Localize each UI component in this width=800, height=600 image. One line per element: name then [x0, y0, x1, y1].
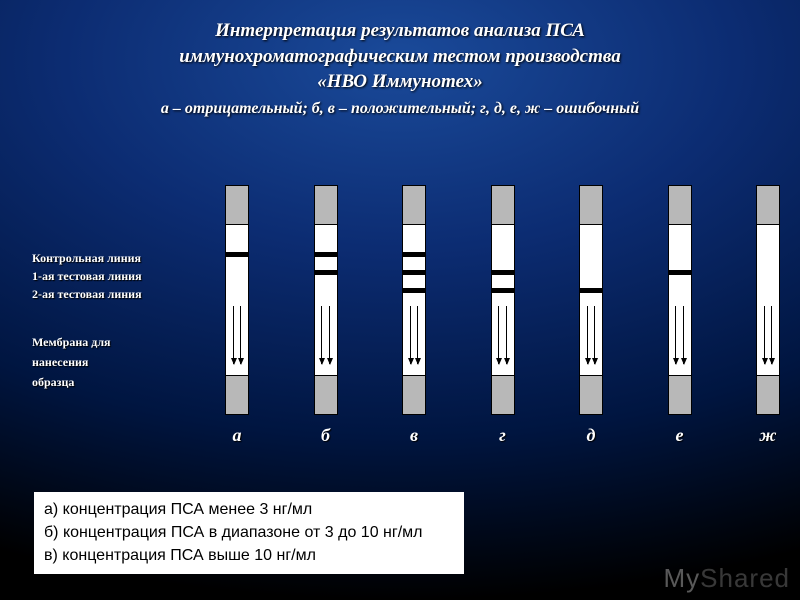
title-line-1: Интерпретация результатов анализа ПСА — [215, 20, 585, 41]
test1-band — [315, 270, 337, 275]
flow-arrow-icon — [233, 306, 234, 364]
sample-pad-bottom — [491, 375, 515, 415]
strip-letter-label: ж — [756, 425, 780, 446]
strip-row — [225, 185, 780, 415]
legend-box: а) концентрация ПСА менее 3 нг/млб) конц… — [34, 492, 464, 574]
legend-line: а) концентрация ПСА менее 3 нг/мл — [44, 498, 454, 521]
sample-pad-top — [756, 185, 780, 225]
sample-pad-top — [491, 185, 515, 225]
test-strip — [491, 185, 515, 415]
flow-arrow-icon — [771, 306, 772, 364]
flow-arrows — [226, 306, 248, 364]
flow-arrow-icon — [240, 306, 241, 364]
title-line-4: а – отрицательный; б, в – положительный;… — [161, 100, 639, 117]
legend-line: б) концентрация ПСА в диапазоне от 3 до … — [44, 521, 454, 544]
control-band — [403, 252, 425, 257]
row-label: 2-ая тестовая линия — [32, 287, 142, 302]
test-strip — [579, 185, 603, 415]
flow-arrows — [492, 306, 514, 364]
flow-arrow-icon — [764, 306, 765, 364]
test-strip — [668, 185, 692, 415]
sample-pad-top — [225, 185, 249, 225]
strip-letter-label: в — [402, 425, 426, 446]
test-strip — [225, 185, 249, 415]
flow-arrow-icon — [675, 306, 676, 364]
row-label: Контрольная линия — [32, 251, 141, 266]
test-strip — [756, 185, 780, 415]
sample-pad-bottom — [756, 375, 780, 415]
test-strip — [402, 185, 426, 415]
sample-pad-top — [314, 185, 338, 225]
flow-arrows — [315, 306, 337, 364]
flow-arrows — [580, 306, 602, 364]
test1-band — [669, 270, 691, 275]
control-band — [226, 252, 248, 257]
sample-pad-bottom — [225, 375, 249, 415]
flow-arrow-icon — [587, 306, 588, 364]
strip-letter-label: а — [225, 425, 249, 446]
flow-arrow-icon — [321, 306, 322, 364]
row-label: нанесения — [32, 355, 88, 370]
flow-arrow-icon — [594, 306, 595, 364]
test1-band — [492, 270, 514, 275]
flow-arrow-icon — [506, 306, 507, 364]
legend-line: в) концентрация ПСА выше 10 нг/мл — [44, 544, 454, 567]
title-line-2: иммунохроматографическим тестом производ… — [179, 46, 621, 67]
slide: Интерпретация результатов анализа ПСА им… — [0, 0, 800, 600]
flow-arrow-icon — [410, 306, 411, 364]
test-strip — [314, 185, 338, 415]
test2-band — [403, 288, 425, 293]
sample-pad-top — [579, 185, 603, 225]
watermark-left: My — [663, 563, 700, 593]
test1-band — [403, 270, 425, 275]
row-label: образца — [32, 375, 74, 390]
sample-pad-bottom — [402, 375, 426, 415]
flow-arrow-icon — [498, 306, 499, 364]
title-line-3: «НВО Иммунотех» — [317, 71, 483, 92]
strip-labels-row: а б в г д е ж — [225, 425, 780, 446]
slide-title: Интерпретация результатов анализа ПСА им… — [40, 18, 760, 121]
strip-letter-label: д — [579, 425, 603, 446]
sample-pad-bottom — [314, 375, 338, 415]
flow-arrows — [669, 306, 691, 364]
row-label: 1-ая тестовая линия — [32, 269, 142, 284]
strip-letter-label: е — [668, 425, 692, 446]
flow-arrow-icon — [417, 306, 418, 364]
strip-letter-label: б — [314, 425, 338, 446]
test2-band — [492, 288, 514, 293]
watermark: MyShared — [663, 563, 790, 594]
flow-arrows — [757, 306, 779, 364]
flow-arrow-icon — [683, 306, 684, 364]
strip-letter-label: г — [491, 425, 515, 446]
sample-pad-bottom — [579, 375, 603, 415]
watermark-right: Shared — [700, 563, 790, 593]
control-band — [315, 252, 337, 257]
sample-pad-top — [402, 185, 426, 225]
sample-pad-top — [668, 185, 692, 225]
test2-band — [580, 288, 602, 293]
row-label: Мембрана для — [32, 335, 111, 350]
flow-arrows — [403, 306, 425, 364]
flow-arrow-icon — [329, 306, 330, 364]
sample-pad-bottom — [668, 375, 692, 415]
